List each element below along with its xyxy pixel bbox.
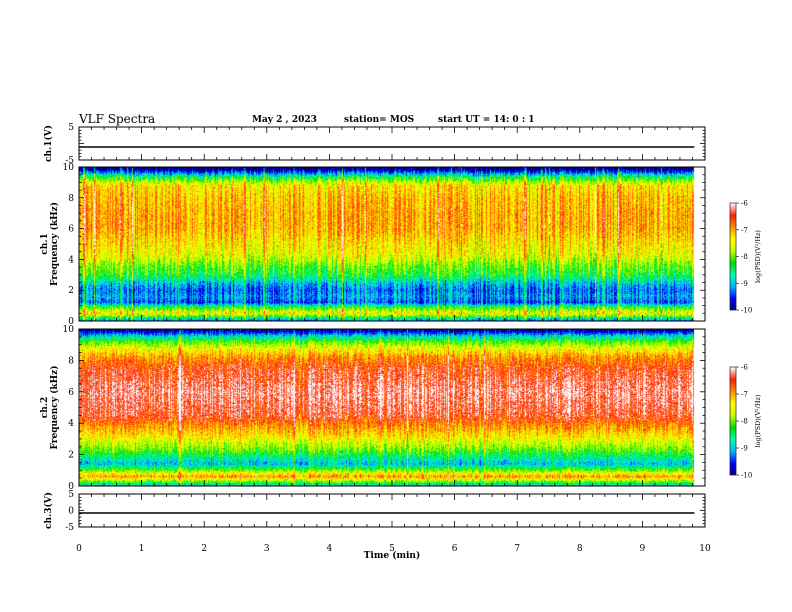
colorbar-tick-label: -8 [741, 253, 748, 261]
colorbar-frame [729, 366, 737, 476]
panel-frame [78, 328, 706, 487]
y-tick-label: 2 [68, 451, 74, 461]
x-tick-label: 0 [76, 544, 82, 554]
y-axis-label: ch.1(V) [43, 125, 54, 162]
colorbar-tick-label: -10 [741, 472, 752, 480]
y-axis-label: ch.3(V) [43, 492, 54, 529]
y-tick-label: 5 [68, 123, 74, 133]
y-axis-label: Frequency (kHz) [49, 202, 60, 286]
x-tick-label: 2 [201, 544, 207, 554]
y-tick-label: 2 [68, 286, 74, 296]
colorbar-label: log(PSD)(V²/Hz) [754, 394, 762, 447]
x-tick-label: 5 [389, 544, 395, 554]
y-tick-label: 8 [68, 356, 74, 366]
colorbar-frame [729, 202, 737, 311]
start-time-label: start UT = 14: 0 : 1 [438, 115, 535, 125]
x-tick-label: 7 [514, 544, 520, 554]
x-tick-label: 6 [452, 544, 458, 554]
chart-title: VLF Spectra [79, 112, 156, 126]
colorbar-tick-label: -9 [741, 280, 748, 288]
x-tick-label: 8 [577, 544, 583, 554]
y-tick-label: 4 [68, 419, 74, 429]
colorbar-tick-label: -7 [741, 391, 748, 399]
colorbar-tick-label: -8 [741, 418, 748, 426]
y-tick-label: -5 [65, 156, 74, 166]
colorbar-tick-label: -6 [741, 364, 748, 372]
y-tick-label: 10 [63, 325, 75, 335]
date-label: May 2 , 2023 [252, 115, 317, 125]
colorbar-label: log(PSD)(V²/Hz) [754, 230, 762, 283]
x-tick-label: 9 [640, 544, 646, 554]
panel-frame [78, 166, 706, 322]
station-label: station= MOS [344, 115, 415, 125]
y-tick-label: 6 [68, 388, 74, 398]
y-tick-label: 0 [68, 317, 74, 327]
x-tick-label: 10 [699, 544, 711, 554]
y-tick-label: 10 [63, 163, 75, 173]
x-axis-label: Time (min) [364, 550, 421, 561]
y-axis-label: ch.1 [40, 233, 50, 254]
y-tick-label: 8 [68, 194, 74, 204]
y-tick-label: 5 [68, 490, 74, 500]
colorbar-tick-label: -6 [741, 200, 748, 208]
x-tick-label: 3 [264, 544, 270, 554]
y-tick-label: -5 [65, 523, 74, 533]
x-tick-label: 4 [327, 544, 333, 554]
colorbar-tick-label: -7 [741, 226, 748, 234]
x-tick-label: 1 [139, 544, 145, 554]
y-tick-label: 0 [68, 482, 74, 492]
y-tick-label: 0 [68, 507, 74, 517]
y-axis-label: ch.2 [40, 397, 50, 418]
colorbar-tick-label: -10 [741, 307, 752, 315]
y-axis-label: Frequency (kHz) [49, 365, 60, 449]
y-tick-label: 4 [68, 255, 74, 265]
colorbar-tick-label: -9 [741, 445, 748, 453]
y-tick-label: 6 [68, 225, 74, 235]
